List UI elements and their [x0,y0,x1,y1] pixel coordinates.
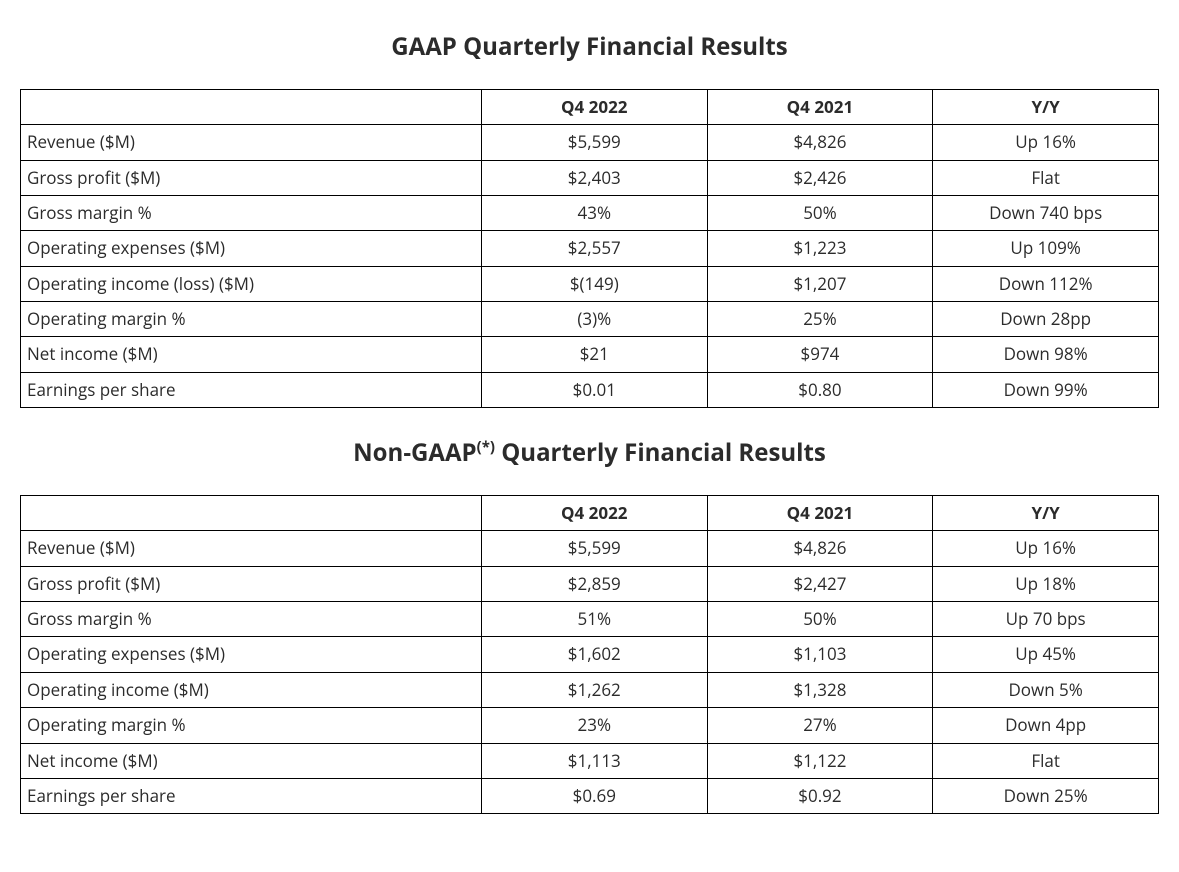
row-value: Up 70 bps [933,602,1159,637]
gaap-title: GAAP Quarterly Financial Results [20,30,1159,63]
non-gaap-table: Q4 2022 Q4 2021 Y/Y Revenue ($M)$5,599$4… [20,495,1159,814]
row-value: $1,262 [481,672,707,707]
row-value: 27% [707,708,933,743]
row-value: 50% [707,196,933,231]
row-value: Up 18% [933,566,1159,601]
row-value: Down 112% [933,266,1159,301]
row-value: $1,103 [707,637,933,672]
table-row: Operating expenses ($M)$2,557$1,223Up 10… [21,231,1159,266]
gaap-table: Q4 2022 Q4 2021 Y/Y Revenue ($M)$5,599$4… [20,89,1159,408]
row-value: $5,599 [481,125,707,160]
row-label: Revenue ($M) [21,125,482,160]
row-value: Flat [933,743,1159,778]
col-header-blank [21,90,482,125]
row-value: $0.01 [481,372,707,407]
non-gaap-section: Non-GAAP(*) Quarterly Financial Results … [20,436,1159,814]
col-header-yy: Y/Y [933,496,1159,531]
row-value: Up 45% [933,637,1159,672]
row-value: $1,223 [707,231,933,266]
row-value: (3)% [481,302,707,337]
row-label: Gross margin % [21,196,482,231]
table-row: Operating income (loss) ($M)$(149)$1,207… [21,266,1159,301]
table-row: Operating margin %23%27%Down 4pp [21,708,1159,743]
row-label: Gross margin % [21,602,482,637]
row-label: Operating expenses ($M) [21,637,482,672]
row-value: Down 99% [933,372,1159,407]
row-value: 25% [707,302,933,337]
row-value: $4,826 [707,531,933,566]
row-value: Down 25% [933,778,1159,813]
row-value: Down 28pp [933,302,1159,337]
row-value: $4,826 [707,125,933,160]
row-label: Operating income ($M) [21,672,482,707]
table-row: Revenue ($M)$5,599$4,826Up 16% [21,531,1159,566]
row-value: Up 16% [933,531,1159,566]
row-value: Flat [933,160,1159,195]
col-header-q4-2021: Q4 2021 [707,90,933,125]
table-row: Operating income ($M)$1,262$1,328Down 5% [21,672,1159,707]
table-row: Gross margin %51%50%Up 70 bps [21,602,1159,637]
row-value: $21 [481,337,707,372]
table-header-row: Q4 2022 Q4 2021 Y/Y [21,90,1159,125]
table-row: Gross profit ($M)$2,859$2,427Up 18% [21,566,1159,601]
row-value: 50% [707,602,933,637]
row-label: Earnings per share [21,778,482,813]
col-header-yy: Y/Y [933,90,1159,125]
table-row: Earnings per share$0.69$0.92Down 25% [21,778,1159,813]
row-value: Up 16% [933,125,1159,160]
row-value: Down 98% [933,337,1159,372]
row-value: 23% [481,708,707,743]
row-value: $1,113 [481,743,707,778]
table-row: Net income ($M)$21$974Down 98% [21,337,1159,372]
row-label: Gross profit ($M) [21,160,482,195]
row-value: Down 740 bps [933,196,1159,231]
row-value: 51% [481,602,707,637]
col-header-q4-2021: Q4 2021 [707,496,933,531]
table-row: Revenue ($M)$5,599$4,826Up 16% [21,125,1159,160]
table-row: Gross margin %43%50%Down 740 bps [21,196,1159,231]
row-value: $2,426 [707,160,933,195]
row-label: Revenue ($M) [21,531,482,566]
row-value: $1,207 [707,266,933,301]
table-row: Operating margin %(3)%25%Down 28pp [21,302,1159,337]
row-label: Gross profit ($M) [21,566,482,601]
row-value: $1,328 [707,672,933,707]
row-label: Earnings per share [21,372,482,407]
row-value: 43% [481,196,707,231]
table-row: Earnings per share$0.01$0.80Down 99% [21,372,1159,407]
row-value: $2,427 [707,566,933,601]
gaap-tbody: Revenue ($M)$5,599$4,826Up 16%Gross prof… [21,125,1159,408]
non-gaap-title: Non-GAAP(*) Quarterly Financial Results [20,436,1159,469]
row-label: Operating expenses ($M) [21,231,482,266]
row-value: $0.69 [481,778,707,813]
row-value: $1,122 [707,743,933,778]
row-value: $2,557 [481,231,707,266]
row-value: Down 5% [933,672,1159,707]
row-value: $(149) [481,266,707,301]
row-label: Operating margin % [21,302,482,337]
row-value: $2,859 [481,566,707,601]
row-value: Up 109% [933,231,1159,266]
table-header-row: Q4 2022 Q4 2021 Y/Y [21,496,1159,531]
non-gaap-tbody: Revenue ($M)$5,599$4,826Up 16%Gross prof… [21,531,1159,814]
table-row: Operating expenses ($M)$1,602$1,103Up 45… [21,637,1159,672]
gaap-section: GAAP Quarterly Financial Results Q4 2022… [20,30,1159,408]
row-value: $974 [707,337,933,372]
row-value: Down 4pp [933,708,1159,743]
table-row: Net income ($M)$1,113$1,122Flat [21,743,1159,778]
col-header-q4-2022: Q4 2022 [481,90,707,125]
row-label: Operating income (loss) ($M) [21,266,482,301]
col-header-blank [21,496,482,531]
row-value: $0.80 [707,372,933,407]
row-label: Net income ($M) [21,337,482,372]
col-header-q4-2022: Q4 2022 [481,496,707,531]
row-value: $5,599 [481,531,707,566]
row-value: $0.92 [707,778,933,813]
table-row: Gross profit ($M)$2,403$2,426Flat [21,160,1159,195]
row-value: $1,602 [481,637,707,672]
row-label: Net income ($M) [21,743,482,778]
row-value: $2,403 [481,160,707,195]
row-label: Operating margin % [21,708,482,743]
